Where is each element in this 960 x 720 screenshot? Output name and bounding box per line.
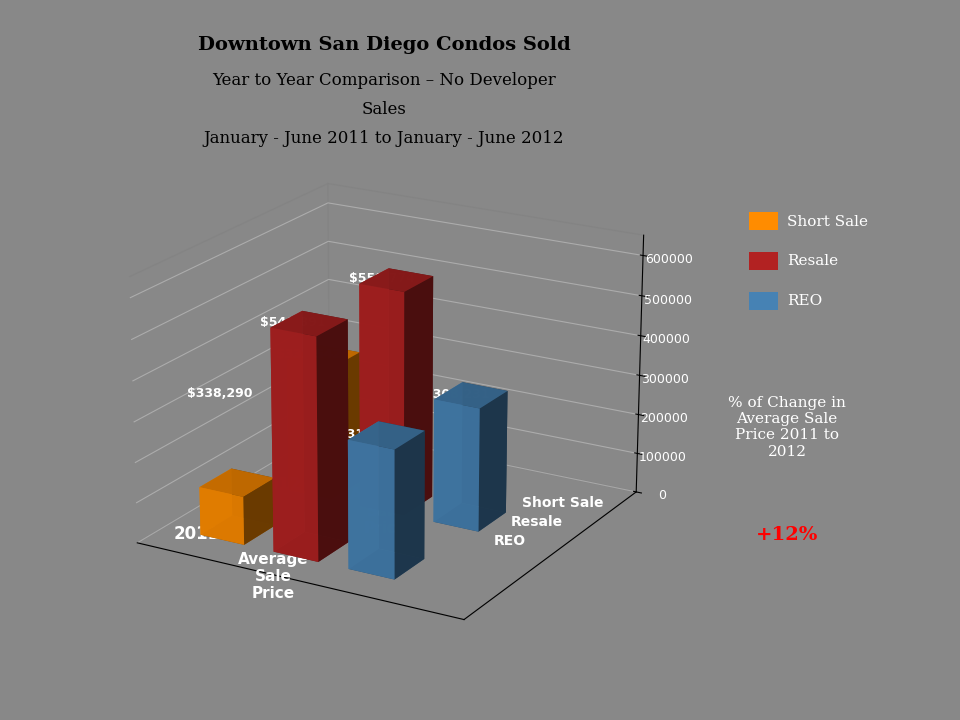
Text: Sales: Sales: [362, 101, 406, 118]
Text: Short Sale: Short Sale: [787, 215, 868, 229]
Text: January - June 2011 to January - June 2012: January - June 2011 to January - June 20…: [204, 130, 564, 147]
Text: +12%: +12%: [756, 526, 818, 544]
Text: Year to Year Comparison – No Developer: Year to Year Comparison – No Developer: [212, 72, 556, 89]
Text: Downtown San Diego Condos Sold: Downtown San Diego Condos Sold: [198, 36, 570, 54]
Text: Resale: Resale: [787, 254, 838, 269]
Text: REO: REO: [787, 294, 823, 308]
Text: % of Change in
Average Sale
Price 2011 to
2012: % of Change in Average Sale Price 2011 t…: [729, 396, 846, 459]
